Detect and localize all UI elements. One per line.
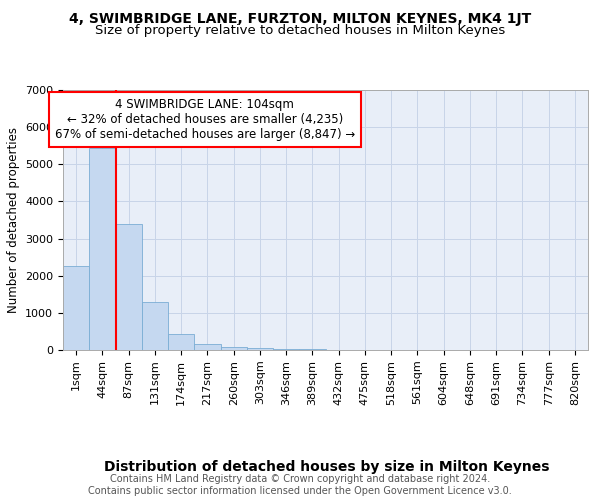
Bar — [221, 346, 247, 350]
Bar — [194, 344, 221, 350]
Text: Size of property relative to detached houses in Milton Keynes: Size of property relative to detached ho… — [95, 24, 505, 37]
Bar — [168, 334, 194, 350]
Bar — [89, 148, 115, 350]
Text: Distribution of detached houses by size in Milton Keynes: Distribution of detached houses by size … — [104, 460, 550, 474]
Bar — [247, 348, 273, 350]
Text: 4, SWIMBRIDGE LANE, FURZTON, MILTON KEYNES, MK4 1JT: 4, SWIMBRIDGE LANE, FURZTON, MILTON KEYN… — [69, 12, 531, 26]
Bar — [273, 349, 299, 350]
Bar — [63, 266, 89, 350]
Text: Contains HM Land Registry data © Crown copyright and database right 2024.
Contai: Contains HM Land Registry data © Crown c… — [88, 474, 512, 496]
Bar — [142, 302, 168, 350]
Bar — [115, 224, 142, 350]
Y-axis label: Number of detached properties: Number of detached properties — [7, 127, 20, 313]
Text: 4 SWIMBRIDGE LANE: 104sqm
← 32% of detached houses are smaller (4,235)
67% of se: 4 SWIMBRIDGE LANE: 104sqm ← 32% of detac… — [55, 98, 355, 141]
